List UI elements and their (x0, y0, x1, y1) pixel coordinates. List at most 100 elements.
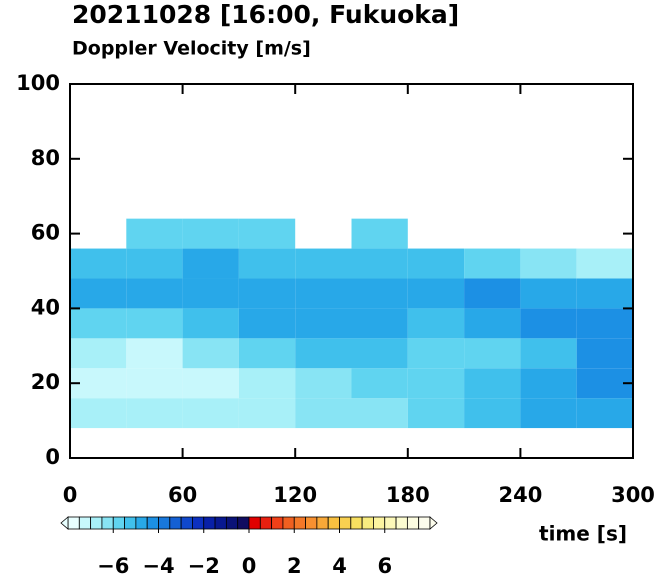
colorbar-box (158, 516, 171, 530)
heatmap-cell (351, 368, 408, 399)
heatmap-cell (407, 368, 465, 399)
heatmap-cell (238, 218, 296, 249)
heatmap-cell (238, 368, 296, 399)
colorbar-tick-label: 6 (377, 554, 392, 577)
colorbar-box (293, 516, 306, 530)
heatmap-cell (182, 248, 239, 279)
heatmap-cell (351, 308, 408, 339)
x-tick-label: 240 (498, 483, 542, 507)
heatmap-cell (182, 368, 239, 399)
colorbar-tick-label: 0 (242, 554, 257, 577)
colorbar-box (384, 516, 397, 530)
x-tick-label: 0 (63, 483, 78, 507)
colorbar-tick-label: 2 (287, 554, 302, 577)
colorbar-box (305, 516, 318, 530)
heatmap-cell (576, 308, 633, 339)
heatmap-cell (407, 398, 465, 429)
heatmap-cell (407, 338, 465, 369)
heatmap (70, 218, 633, 429)
colorbar-box (237, 516, 250, 530)
heatmap-cell (576, 248, 633, 279)
x-tick-label: 60 (168, 483, 197, 507)
colorbar-box (406, 516, 420, 530)
x-tick-label: 180 (386, 483, 430, 507)
heatmap-cell (182, 338, 239, 369)
heatmap-cell (238, 338, 296, 369)
heatmap-cell (295, 308, 352, 339)
heatmap-cell (295, 398, 352, 429)
heatmap-cell (464, 278, 521, 309)
heatmap-cell (70, 278, 127, 309)
heatmap-cell (295, 248, 352, 279)
colorbar-tick-label: −6 (97, 554, 129, 577)
heatmap-cell (464, 398, 521, 429)
heatmap-cell (520, 308, 577, 339)
heatmap-cell (351, 398, 408, 429)
heatmap-cell (520, 398, 577, 429)
chart-subtitle: Doppler Velocity [m/s] (72, 38, 311, 60)
heatmap-cell (70, 248, 127, 279)
heatmap-cell (520, 368, 577, 399)
heatmap-cell (126, 338, 183, 369)
colorbar-box (418, 516, 431, 530)
colorbar-box (146, 516, 159, 530)
x-axis-label: time [s] (539, 522, 627, 546)
heatmap-cell (351, 248, 408, 279)
heatmap-cell (295, 368, 352, 399)
heatmap-cell (464, 368, 521, 399)
colorbar-box (259, 516, 273, 530)
heatmap-cell (351, 338, 408, 369)
heatmap-cell (407, 248, 465, 279)
heatmap-cell (238, 398, 296, 429)
colorbar-arrow (429, 516, 438, 530)
heatmap-cell (70, 338, 127, 369)
colorbar-tick-label: 4 (332, 554, 347, 577)
heatmap-cell (520, 338, 577, 369)
colorbar-box (192, 516, 205, 530)
x-tick-label: 300 (611, 483, 655, 507)
heatmap-cell (70, 308, 127, 339)
heatmap-cell (351, 218, 408, 249)
colorbar-box (395, 516, 408, 530)
colorbar-tick-label: −2 (188, 554, 220, 577)
heatmap-cell (520, 248, 577, 279)
heatmap-cell (126, 368, 183, 399)
y-tick-label: 20 (31, 370, 60, 394)
colorbar-box (248, 516, 261, 530)
heatmap-cell (126, 398, 183, 429)
colorbar-box (350, 516, 363, 530)
heatmap-cell (70, 398, 127, 429)
heatmap-cell (182, 218, 239, 249)
heatmap-cell (182, 398, 239, 429)
colorbar-box (282, 516, 295, 530)
heatmap-cell (351, 278, 408, 309)
colorbar-box (90, 516, 103, 530)
colorbar-box (373, 516, 386, 530)
colorbar-box (124, 516, 137, 530)
colorbar-box (112, 516, 125, 530)
heatmap-cell (576, 278, 633, 309)
heatmap-cell (126, 308, 183, 339)
heatmap-cell (464, 308, 521, 339)
colorbar-arrow (60, 516, 69, 530)
colorbar-box (214, 516, 227, 530)
heatmap-cell (295, 278, 352, 309)
colorbar-box (327, 516, 340, 530)
colorbar-box (135, 516, 148, 530)
y-tick-label: 0 (45, 445, 60, 469)
heatmap-cell (520, 278, 577, 309)
heatmap-cell (576, 398, 633, 429)
colorbar-box (361, 516, 374, 530)
heatmap-cell (238, 308, 296, 339)
y-tick-label: 80 (31, 146, 60, 170)
heatmap-cell (464, 338, 521, 369)
colorbar-box (169, 516, 182, 530)
y-tick-label: 100 (16, 71, 60, 95)
heatmap-cell (126, 248, 183, 279)
heatmap-cell (238, 248, 296, 279)
heatmap-cell (182, 308, 239, 339)
colorbar-box (316, 516, 329, 530)
plot-frame (69, 83, 634, 459)
chart-title: 20211028 [16:00, Fukuoka] (72, 0, 459, 29)
